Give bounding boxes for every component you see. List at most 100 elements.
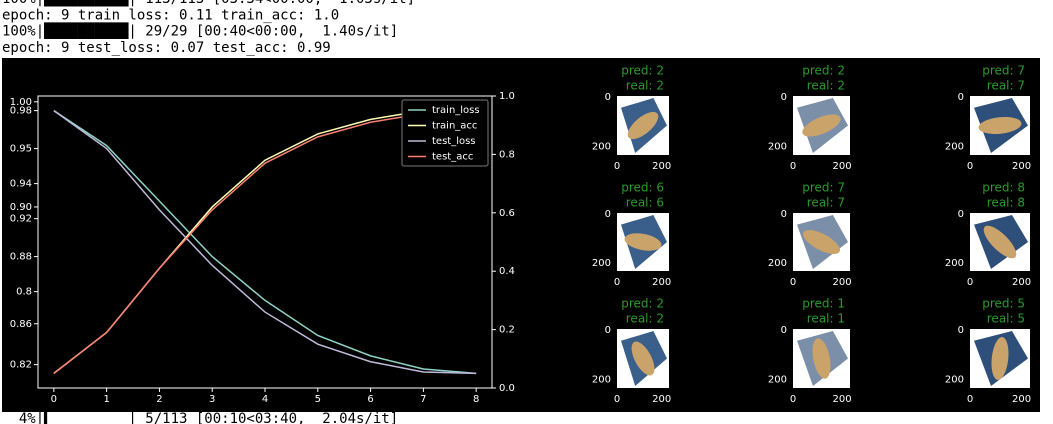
image-x-tick-label: 200 <box>1012 161 1031 172</box>
x-tick-label: 6 <box>367 394 373 405</box>
image-y-tick-label: 0 <box>958 325 964 336</box>
image-x-tick-label: 0 <box>614 277 620 288</box>
image-x-tick-label: 200 <box>832 277 851 288</box>
image-x-tick-label: 0 <box>967 161 973 172</box>
y2-tick-label: 0.4 <box>499 266 515 277</box>
pred-title: pred: 2 <box>621 64 664 78</box>
x-tick-label: 3 <box>209 394 215 405</box>
real-title: real: 2 <box>626 312 664 326</box>
fish <box>802 229 841 255</box>
real-title: real: 7 <box>807 196 845 210</box>
fish <box>983 225 1017 259</box>
y2-tick-label: 1.0 <box>499 91 515 102</box>
x-tick-label: 7 <box>420 394 426 405</box>
fish <box>624 233 662 251</box>
real-title: real: 7 <box>987 79 1025 93</box>
y-tick-label: 0.95 <box>10 144 32 155</box>
image-y-tick-label: 200 <box>768 142 787 153</box>
log-line: 100%|██████████| 113/113 [03:34<00:00, 1… <box>2 0 415 7</box>
image-x-tick-label: 200 <box>832 394 851 405</box>
legend-label: train_loss <box>432 105 480 116</box>
image-y-tick-label: 0 <box>605 209 611 220</box>
image-x-tick-label: 0 <box>967 277 973 288</box>
pred-title: pred: 2 <box>802 64 845 78</box>
image-x-tick-label: 200 <box>832 161 851 172</box>
image-x-tick-label: 200 <box>652 277 671 288</box>
y-tick-label: 0.82 <box>10 360 32 371</box>
image-x-tick-label: 0 <box>614 394 620 405</box>
image-x-tick-label: 200 <box>1012 394 1031 405</box>
image-y-tick-label: 0 <box>958 209 964 220</box>
image-x-tick-label: 0 <box>790 277 796 288</box>
y-tick-label: 0.98 <box>10 106 32 117</box>
pred-title: pred: 1 <box>802 297 845 311</box>
image-y-tick-label: 0 <box>605 325 611 336</box>
log-line: 100%|██████████| 29/29 [00:40<00:00, 1.4… <box>2 22 398 40</box>
image-y-tick-label: 200 <box>945 375 964 386</box>
x-tick-label: 2 <box>156 394 162 405</box>
y2-tick-label: 0.0 <box>499 383 515 394</box>
series-line <box>53 109 477 375</box>
y2-tick-label: 0.8 <box>499 149 515 160</box>
y-tick-label: 0.86 <box>10 319 32 330</box>
pred-title: pred: 5 <box>982 297 1025 311</box>
real-title: real: 2 <box>626 79 664 93</box>
x-tick-label: 5 <box>315 394 321 405</box>
image-x-tick-label: 200 <box>1012 277 1031 288</box>
y-tick-label: 0.94 <box>10 179 32 190</box>
fish <box>978 116 1022 135</box>
image-y-tick-label: 200 <box>768 375 787 386</box>
real-title: real: 5 <box>987 312 1025 326</box>
y2-tick-label: 0.2 <box>499 325 515 336</box>
fish <box>627 111 659 140</box>
pred-title: pred: 2 <box>621 297 664 311</box>
y-tick-label: 0.88 <box>10 252 32 263</box>
log-line: epoch: 9 train loss: 0.11 train_acc: 1.0 <box>2 7 339 23</box>
image-y-tick-label: 0 <box>781 92 787 103</box>
legend-label: test_loss <box>432 136 476 147</box>
fish <box>991 337 1009 380</box>
x-tick-label: 1 <box>103 394 109 405</box>
image-x-tick-label: 0 <box>790 394 796 405</box>
log-line: epoch: 9 test_loss: 0.07 test_acc: 0.99 <box>2 40 331 56</box>
x-tick-label: 4 <box>262 394 268 405</box>
real-title: real: 2 <box>807 79 845 93</box>
legend-label: test_acc <box>432 152 473 163</box>
real-title: real: 1 <box>807 312 845 326</box>
image-y-tick-label: 0 <box>781 325 787 336</box>
real-title: real: 8 <box>987 196 1025 210</box>
image-y-tick-label: 200 <box>592 142 611 153</box>
image-y-tick-label: 0 <box>605 92 611 103</box>
y2-tick-label: 0.6 <box>499 208 515 219</box>
pred-title: pred: 7 <box>982 64 1025 78</box>
log-line: 4%|▍ | 5/113 [00:10<03:40, 2.04s/it] <box>2 409 398 424</box>
pred-title: pred: 8 <box>982 181 1025 195</box>
image-y-tick-label: 0 <box>958 92 964 103</box>
image-y-tick-label: 200 <box>592 375 611 386</box>
fish <box>812 338 831 379</box>
y-tick-label: 0.92 <box>10 214 32 225</box>
image-x-tick-label: 200 <box>652 394 671 405</box>
legend-label: train_acc <box>432 121 477 132</box>
fish <box>802 114 841 137</box>
image-y-tick-label: 0 <box>781 209 787 220</box>
image-y-tick-label: 200 <box>768 258 787 269</box>
series-line <box>53 109 477 375</box>
image-y-tick-label: 200 <box>945 258 964 269</box>
y-tick-label: 1.00 <box>10 97 32 108</box>
image-x-tick-label: 0 <box>614 161 620 172</box>
figure-background <box>2 58 1040 412</box>
real-title: real: 6 <box>626 196 664 210</box>
image-y-tick-label: 200 <box>945 142 964 153</box>
image-x-tick-label: 0 <box>790 161 796 172</box>
y-tick-label: 0.8 <box>16 287 32 298</box>
y-tick-label: 0.90 <box>10 202 32 213</box>
pred-title: pred: 7 <box>802 181 845 195</box>
pred-title: pred: 6 <box>621 181 664 195</box>
fish <box>631 341 655 376</box>
image-x-tick-label: 0 <box>967 394 973 405</box>
x-tick-label: 8 <box>473 394 479 405</box>
x-tick-label: 0 <box>51 394 57 405</box>
